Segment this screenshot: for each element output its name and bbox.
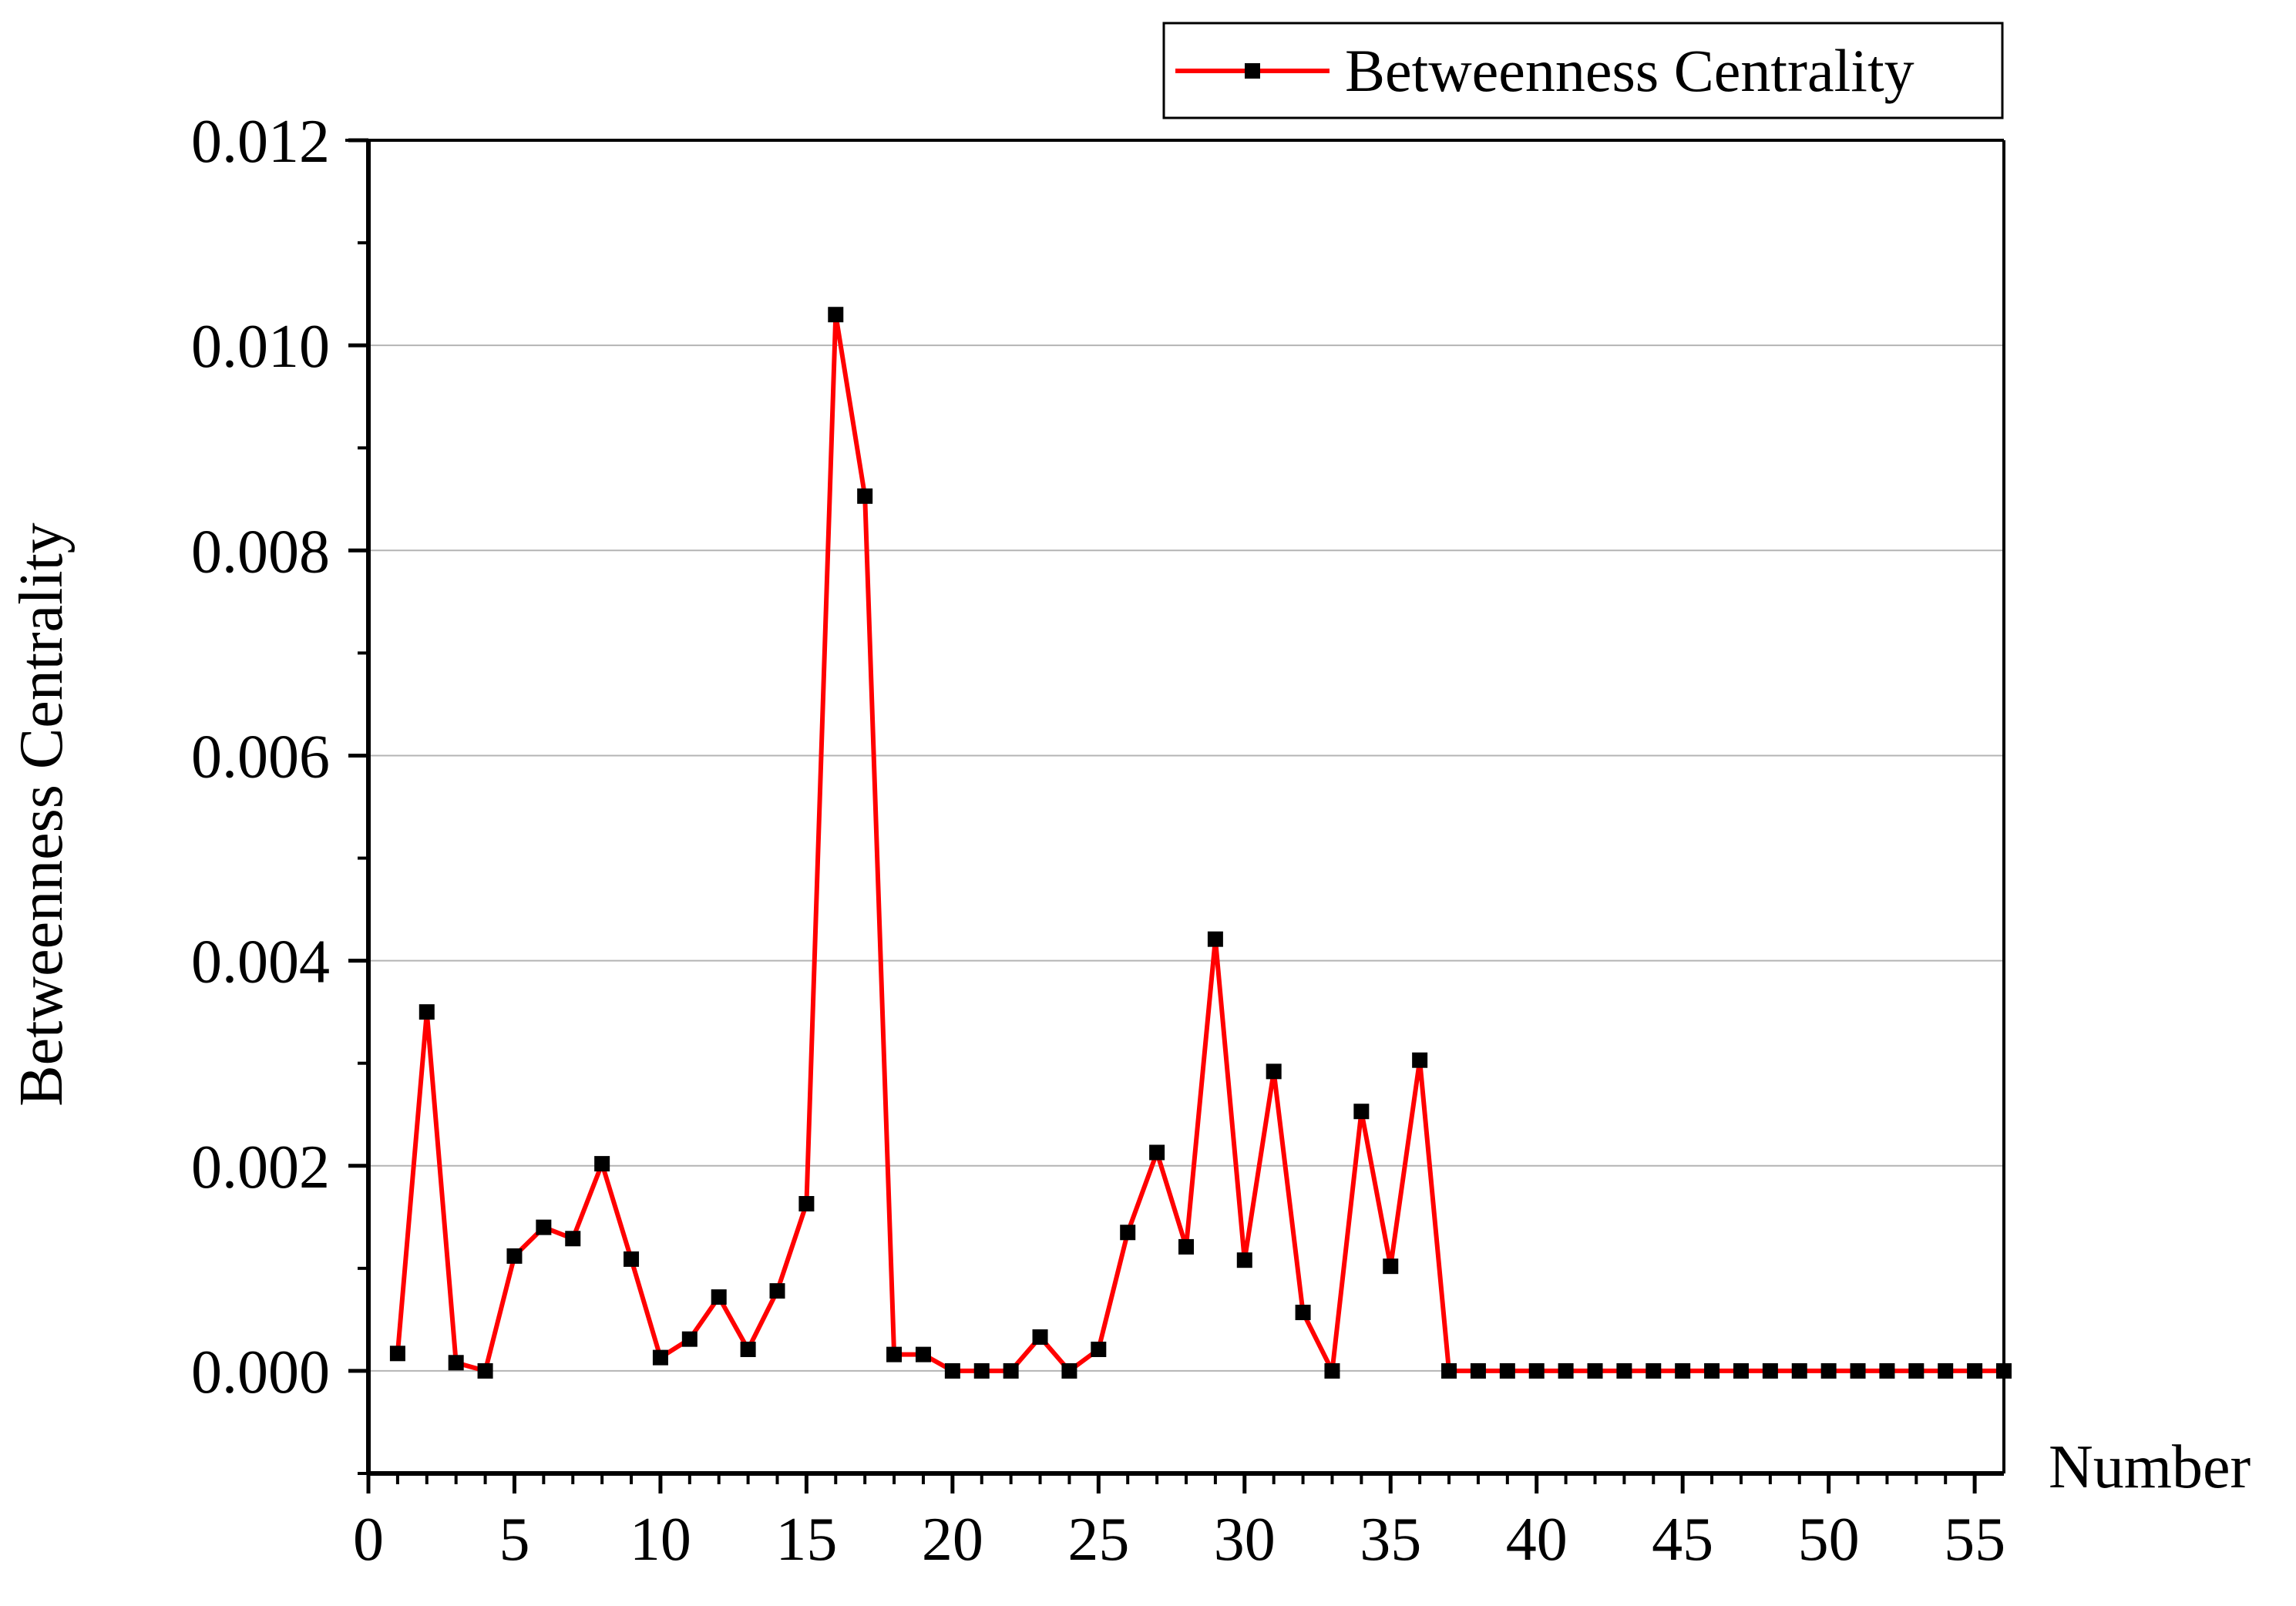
x-tick-label-4: 20 [922, 1506, 983, 1574]
data-point-33 [1324, 1362, 1340, 1379]
data-point-38 [1470, 1362, 1486, 1379]
grid-lines [368, 344, 2004, 1372]
y-axis-title: Betweenness Centrality [8, 522, 76, 1107]
y-tick-label-0: 0.000 [191, 1339, 330, 1406]
data-point-26 [1120, 1225, 1136, 1241]
x-tick-label-3: 15 [775, 1506, 837, 1574]
data-point-9 [624, 1251, 640, 1267]
data-point-48 [1762, 1362, 1778, 1379]
y-tick-label-6: 0.012 [191, 108, 330, 176]
data-point-39 [1499, 1362, 1515, 1379]
data-point-34 [1353, 1104, 1370, 1120]
data-point-32 [1295, 1305, 1311, 1321]
legend-label: Betweenness Centrality [1345, 37, 1914, 104]
ticks: 0.000 0.002 0.004 0.006 0.008 0.010 0.012 0 5 10 1… [191, 108, 2005, 1574]
x-tick-label-5: 25 [1067, 1506, 1129, 1574]
data-point-5 [506, 1248, 523, 1264]
data-point-36 [1412, 1052, 1428, 1068]
data-point-53 [1908, 1362, 1925, 1379]
data-point-46 [1704, 1362, 1720, 1379]
data-point-12 [711, 1289, 727, 1305]
data-point-51 [1850, 1362, 1866, 1379]
data-point-13 [740, 1341, 756, 1357]
legend: Betweenness Centrality [1162, 22, 2004, 119]
data-point-21 [973, 1362, 990, 1379]
legend-marker-swatch [1245, 63, 1260, 79]
data-point-40 [1528, 1362, 1545, 1379]
data-point-20 [944, 1362, 960, 1379]
y-tick-label-4: 0.008 [191, 518, 330, 586]
data-point-47 [1733, 1362, 1749, 1379]
series-layer [389, 307, 2012, 1379]
data-point-11 [681, 1331, 698, 1347]
data-point-3 [448, 1355, 464, 1371]
data-point-30 [1236, 1252, 1252, 1268]
data-point-2 [419, 1004, 435, 1020]
data-point-4 [477, 1362, 493, 1379]
data-point-41 [1558, 1362, 1574, 1379]
data-point-17 [857, 488, 873, 504]
series-line-0 [395, 312, 2004, 1373]
data-point-25 [1091, 1341, 1107, 1357]
data-point-29 [1207, 931, 1223, 947]
x-tick-label-1: 5 [499, 1506, 529, 1574]
data-point-43 [1616, 1362, 1632, 1379]
y-tick-label-1: 0.002 [191, 1134, 330, 1201]
data-point-55 [1967, 1362, 1983, 1379]
x-tick-label-11: 55 [1944, 1506, 2005, 1574]
data-point-22 [1003, 1362, 1019, 1379]
data-point-45 [1675, 1362, 1691, 1379]
data-point-52 [1879, 1362, 1895, 1379]
data-point-19 [915, 1346, 931, 1362]
x-tick-label-10: 50 [1798, 1506, 1860, 1574]
data-point-50 [1820, 1362, 1837, 1379]
data-point-23 [1032, 1329, 1048, 1346]
x-tick-label-8: 40 [1506, 1506, 1568, 1574]
data-point-35 [1383, 1258, 1399, 1275]
x-tick-label-9: 45 [1652, 1506, 1713, 1574]
data-point-49 [1791, 1362, 1807, 1379]
x-tick-label-6: 30 [1214, 1506, 1276, 1574]
data-point-27 [1149, 1144, 1165, 1161]
y-tick-label-5: 0.010 [191, 313, 330, 381]
data-point-44 [1646, 1362, 1662, 1379]
y-tick-label-3: 0.006 [191, 723, 330, 791]
x-tick-label-0: 0 [353, 1506, 384, 1574]
data-point-8 [594, 1156, 610, 1172]
data-point-6 [536, 1219, 552, 1235]
axes [345, 139, 2005, 1476]
data-point-42 [1587, 1362, 1603, 1379]
data-point-14 [769, 1283, 785, 1299]
x-tick-label-2: 10 [630, 1506, 691, 1574]
data-point-16 [828, 307, 844, 323]
x-axis-title: Number [2049, 1433, 2251, 1501]
data-point-1 [389, 1346, 405, 1362]
data-point-28 [1178, 1238, 1194, 1255]
data-point-10 [652, 1349, 668, 1366]
data-point-7 [565, 1231, 581, 1247]
data-point-15 [798, 1196, 815, 1212]
data-point-18 [886, 1346, 903, 1362]
data-point-37 [1441, 1362, 1457, 1379]
x-tick-label-7: 35 [1360, 1506, 1421, 1574]
data-point-54 [1938, 1362, 1954, 1379]
data-point-24 [1061, 1362, 1077, 1379]
data-point-31 [1266, 1063, 1282, 1080]
y-tick-label-2: 0.004 [191, 929, 330, 996]
